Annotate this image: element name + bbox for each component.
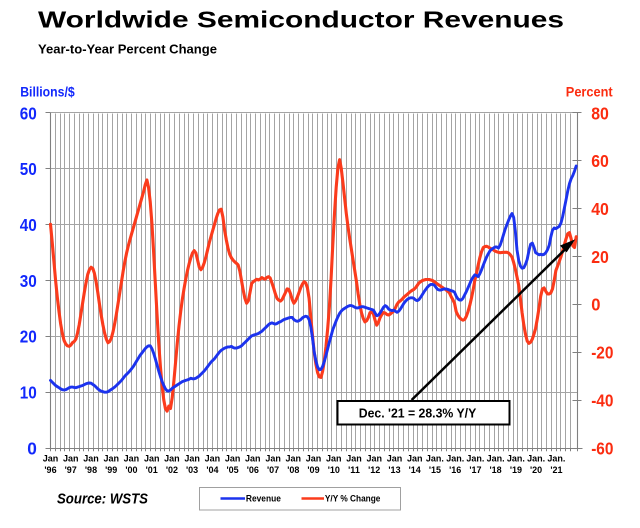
svg-text:Jan: Jan — [103, 454, 119, 464]
svg-text:Jan: Jan — [387, 454, 403, 464]
svg-text:Jan: Jan — [184, 454, 200, 464]
svg-text:'14: '14 — [409, 465, 421, 475]
svg-text:Jan: Jan — [366, 454, 382, 464]
svg-text:'96: '96 — [44, 465, 56, 475]
svg-text:'08: '08 — [287, 465, 299, 475]
svg-text:Jan: Jan — [265, 454, 281, 464]
svg-text:Jan: Jan — [225, 454, 241, 464]
svg-text:Jan.: Jan. — [507, 454, 525, 464]
svg-text:Jan.: Jan. — [446, 454, 464, 464]
svg-text:'18: '18 — [490, 465, 502, 475]
svg-text:Jan: Jan — [205, 454, 221, 464]
svg-text:Jan: Jan — [407, 454, 423, 464]
svg-text:50: 50 — [20, 159, 37, 179]
svg-text:'04: '04 — [206, 465, 218, 475]
svg-text:Year-to-Year Percent Change: Year-to-Year Percent Change — [38, 42, 217, 57]
svg-text:'21: '21 — [550, 465, 562, 475]
svg-text:'02: '02 — [166, 465, 178, 475]
svg-text:0: 0 — [591, 295, 600, 315]
svg-text:Jan: Jan — [346, 454, 362, 464]
svg-text:'99: '99 — [105, 465, 117, 475]
svg-text:'16: '16 — [449, 465, 461, 475]
svg-text:60: 60 — [20, 103, 37, 123]
svg-text:Jan: Jan — [326, 454, 342, 464]
svg-text:Jan.: Jan. — [426, 454, 444, 464]
svg-text:Jan: Jan — [83, 454, 99, 464]
svg-text:Jan.: Jan. — [466, 454, 484, 464]
svg-text:Source: WSTS: Source: WSTS — [57, 491, 148, 508]
svg-text:'98: '98 — [85, 465, 97, 475]
svg-text:Jan: Jan — [43, 454, 59, 464]
svg-text:'12: '12 — [368, 465, 380, 475]
svg-text:Dec. '21 = 28.3% Y/Y: Dec. '21 = 28.3% Y/Y — [359, 406, 477, 421]
svg-text:'20: '20 — [530, 465, 542, 475]
svg-text:40: 40 — [20, 215, 37, 235]
svg-text:Jan: Jan — [124, 454, 140, 464]
svg-text:-60: -60 — [591, 438, 613, 458]
svg-text:0: 0 — [27, 438, 37, 458]
svg-text:10: 10 — [20, 383, 37, 403]
svg-text:'00: '00 — [125, 465, 137, 475]
svg-text:Jan: Jan — [144, 454, 160, 464]
svg-text:'06: '06 — [247, 465, 259, 475]
svg-text:Jan: Jan — [306, 454, 322, 464]
svg-text:Billions/$: Billions/$ — [20, 84, 75, 99]
svg-text:-40: -40 — [591, 390, 613, 410]
svg-text:-20: -20 — [591, 343, 613, 363]
svg-text:Jan: Jan — [286, 454, 302, 464]
svg-text:Revenue: Revenue — [246, 494, 281, 504]
svg-text:60: 60 — [591, 151, 609, 171]
svg-text:'13: '13 — [388, 465, 400, 475]
svg-text:20: 20 — [591, 247, 609, 267]
svg-text:'15: '15 — [429, 465, 441, 475]
svg-text:'10: '10 — [328, 465, 340, 475]
svg-text:'05: '05 — [227, 465, 239, 475]
svg-text:Jan: Jan — [245, 454, 261, 464]
svg-text:80: 80 — [591, 103, 609, 123]
svg-text:Jan.: Jan. — [487, 454, 505, 464]
svg-text:Y/Y % Change: Y/Y % Change — [325, 494, 381, 504]
svg-text:'11: '11 — [348, 465, 360, 475]
svg-text:'01: '01 — [146, 465, 158, 475]
svg-text:Jan: Jan — [164, 454, 180, 464]
svg-text:Jan.: Jan. — [527, 454, 545, 464]
svg-text:'09: '09 — [307, 465, 319, 475]
svg-text:'07: '07 — [267, 465, 279, 475]
svg-text:20: 20 — [20, 327, 37, 347]
svg-text:'19: '19 — [510, 465, 522, 475]
svg-text:40: 40 — [591, 199, 609, 219]
svg-text:30: 30 — [20, 271, 37, 291]
svg-text:Worldwide Semiconductor Revenu: Worldwide Semiconductor Revenues — [38, 7, 564, 33]
svg-text:'17: '17 — [469, 465, 481, 475]
svg-text:'97: '97 — [65, 465, 77, 475]
svg-text:Jan.: Jan. — [547, 454, 565, 464]
svg-text:Percent: Percent — [566, 84, 613, 99]
svg-text:'03: '03 — [186, 465, 198, 475]
svg-text:Jan: Jan — [63, 454, 79, 464]
